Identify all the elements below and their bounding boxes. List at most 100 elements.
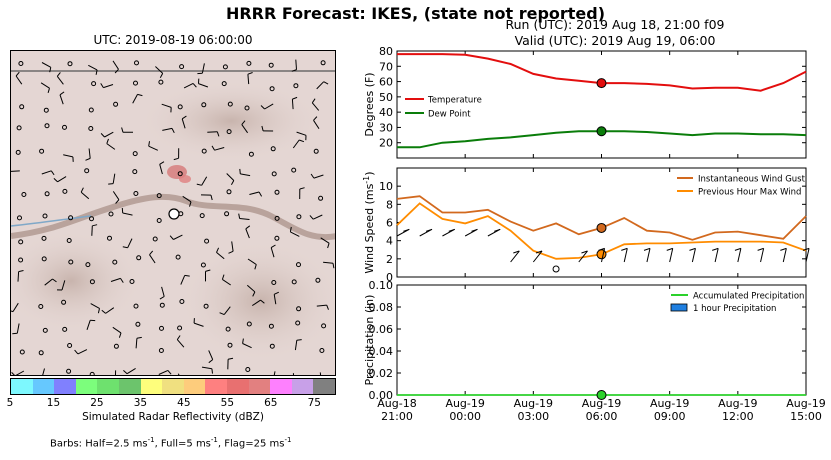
y-axis-label-text: Precipitation (in) (363, 295, 376, 386)
wind-barb-feather (173, 157, 179, 161)
wind-barb-shaft (295, 59, 297, 70)
wind-barb-shaft (222, 278, 231, 286)
legend-entry: Accumulated Precipitation (693, 292, 804, 302)
wind-barb-shaft (91, 225, 93, 236)
calm-barb (68, 215, 74, 221)
wind-barb-shaft (59, 94, 64, 105)
calm-barb (113, 343, 119, 349)
wind-barb-shaft (226, 173, 235, 181)
wind-barb-feather (494, 228, 501, 232)
wind-barb-feather (598, 247, 605, 251)
wind-barb-feather (15, 71, 20, 77)
colorbar-cell (118, 379, 141, 394)
barb-note-part: , Flag=25 ms (217, 438, 285, 450)
colorbar-tick-label: 75 (307, 397, 321, 409)
calm-barb (38, 304, 44, 309)
wind-barb-shaft (183, 82, 194, 89)
wind-barb-feather (101, 309, 106, 314)
x-tick-label: Aug-19 (582, 397, 621, 410)
calm-barb (226, 129, 232, 135)
wind-barb-feather (192, 83, 197, 88)
wind-barb-shaft (88, 64, 98, 71)
calm-barb (66, 238, 72, 243)
calm-barb (274, 215, 280, 221)
calm-barb (199, 213, 205, 219)
wind-barb-shaft (311, 102, 320, 111)
wind-barb-feather (296, 339, 302, 341)
wind-barb-shaft (208, 350, 214, 360)
wind-barb-shaft (316, 304, 327, 307)
calm-barb (16, 125, 22, 131)
calm-barb (246, 60, 252, 66)
y-tick-label: 0.06 (369, 323, 394, 336)
y-axis-label-text: ) (363, 171, 376, 175)
calm-barb (158, 79, 164, 85)
station-wind-barbs (396, 228, 810, 273)
colorbar-cell (226, 379, 249, 394)
calm-barb (107, 235, 112, 241)
wind-barb-feather (310, 173, 315, 179)
wind-barb-shaft (40, 82, 50, 89)
wind-barb-shaft (252, 299, 261, 307)
colorbar-cell (313, 379, 335, 394)
calm-barb (17, 215, 22, 221)
chart-panel-1: 20 30 40 50 60 70 80 Degrees (F) Temperature Dew … (363, 45, 807, 159)
calm-barb (108, 211, 114, 217)
wind-barb-shaft (193, 322, 204, 327)
wind-barb-shaft (104, 131, 114, 138)
terrain-ridge (141, 81, 321, 161)
wind-barb-feather (53, 178, 58, 183)
y-axis-label-sup: -1 (362, 176, 371, 184)
x-tick-label: 15:00 (790, 410, 822, 423)
wind-barb-shaft (181, 118, 186, 129)
x-tick-label: 03:00 (517, 410, 549, 423)
barb-note-sup: -1 (284, 436, 292, 444)
wind-barb-feather (513, 250, 520, 254)
wind-barb-shaft (155, 66, 164, 74)
wind-barb-shaft (532, 250, 543, 263)
wind-barb-shaft (44, 278, 53, 286)
wind-barb-feather (92, 224, 98, 227)
wind-barb-shaft (214, 147, 225, 151)
terrain-ridge (11, 231, 141, 331)
calm-barb (321, 323, 327, 329)
wind-barb-shaft (112, 326, 122, 334)
calm-barb (159, 325, 164, 331)
wind-barb-shaft (61, 280, 66, 291)
wind-barbs (11, 59, 335, 375)
calm-barb (221, 81, 227, 87)
calm-barb (135, 321, 141, 327)
wind-barb-feather (291, 69, 297, 72)
y-tick-label: 0.00 (369, 389, 394, 402)
plot-frame (396, 50, 807, 159)
wind-barb-shaft (80, 191, 90, 200)
calm-barb (68, 259, 74, 265)
colorbar-tick-label: 5 (6, 397, 14, 409)
x-tick-label: Aug-19 (514, 397, 553, 410)
colorbar-cell (205, 379, 227, 394)
calm-barb (271, 280, 277, 285)
barb-note-sup: -1 (147, 436, 155, 444)
wind-barb-shaft (239, 218, 250, 220)
wind-barb-feather (311, 98, 316, 104)
calm-barb (201, 148, 207, 154)
calm-barb (204, 238, 210, 244)
y-tick-label: 4 (386, 235, 393, 248)
wind-barb-shaft (313, 174, 324, 179)
calm-barb (21, 192, 27, 197)
colorbar-tick-label: 45 (177, 397, 191, 409)
wind-barb-feather (108, 183, 114, 185)
y-tick-label: 8 (386, 198, 393, 211)
wind-barb-feather (247, 72, 253, 75)
legend-entry: Previous Hour Max Wind (698, 188, 801, 198)
valid-time-marker (596, 222, 607, 233)
colorbar-tick-label: 15 (46, 397, 61, 409)
wind-barb-feather (47, 88, 50, 94)
wind-barb-feather (118, 332, 122, 338)
calm-barb (67, 61, 73, 67)
wind-barb-shaft (737, 248, 742, 263)
station-marker (168, 208, 180, 220)
wind-barb-feather (159, 296, 165, 300)
